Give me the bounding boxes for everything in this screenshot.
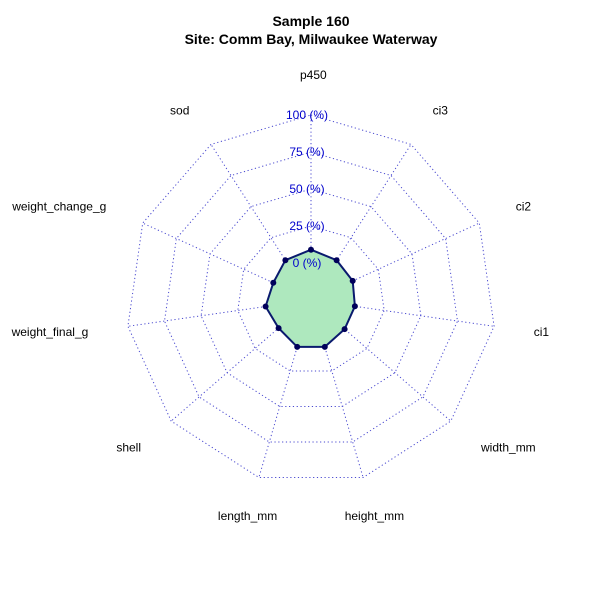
axis-label-weight-final-g: weight_final_g [11, 325, 89, 339]
data-point-height-mm [321, 343, 328, 350]
radar-data [262, 246, 358, 350]
grid-ring [200, 188, 422, 407]
grid-ring [127, 114, 495, 478]
axis-label-height-mm: height_mm [345, 509, 404, 523]
grid-ring [237, 225, 385, 372]
data-point-weight-change-g [270, 279, 277, 286]
chart-subtitle: Site: Comm Bay, Milwaukee Waterway [185, 31, 438, 47]
data-point-width-mm [341, 326, 348, 333]
radial-tick-labels: 0 (%) 25 (%) 50 (%) 75 (%) 100 (%) [286, 108, 328, 270]
data-point-shell [275, 325, 282, 332]
axis-label-width-mm: width_mm [480, 440, 536, 454]
data-point-ci1 [351, 303, 358, 310]
data-point-sod [282, 257, 289, 264]
data-point-length-mm [294, 343, 301, 350]
radial-tick-label: 50 (%) [289, 182, 324, 196]
axis-label-ci2: ci2 [516, 200, 532, 214]
data-point-ci2 [349, 277, 356, 284]
axis-label-ci1: ci1 [534, 325, 550, 339]
radial-tick-label: 0 (%) [293, 256, 322, 270]
grid-ring [163, 151, 459, 443]
axis-label-shell: shell [116, 440, 141, 454]
axis-label-p450: p450 [300, 68, 327, 82]
radial-tick-label: 25 (%) [289, 219, 324, 233]
axis-label-length-mm: length_mm [218, 509, 277, 523]
data-point-ci3 [333, 257, 340, 264]
data-point-p450 [308, 246, 314, 253]
axis-labels: p450 ci3 ci2 ci1 width_mm height_mm length_mm s… [11, 68, 550, 523]
axis-label-sod: sod [170, 104, 189, 118]
axis-label-weight-change-g: weight_change_g [11, 200, 106, 214]
radial-tick-label: 75 (%) [289, 145, 324, 159]
radial-tick-label: 100 (%) [286, 108, 328, 122]
data-point-weight-final-g [262, 303, 269, 310]
chart-title: Sample 160 [272, 13, 349, 29]
series-area [264, 248, 356, 348]
axis-label-ci3: ci3 [433, 104, 449, 118]
